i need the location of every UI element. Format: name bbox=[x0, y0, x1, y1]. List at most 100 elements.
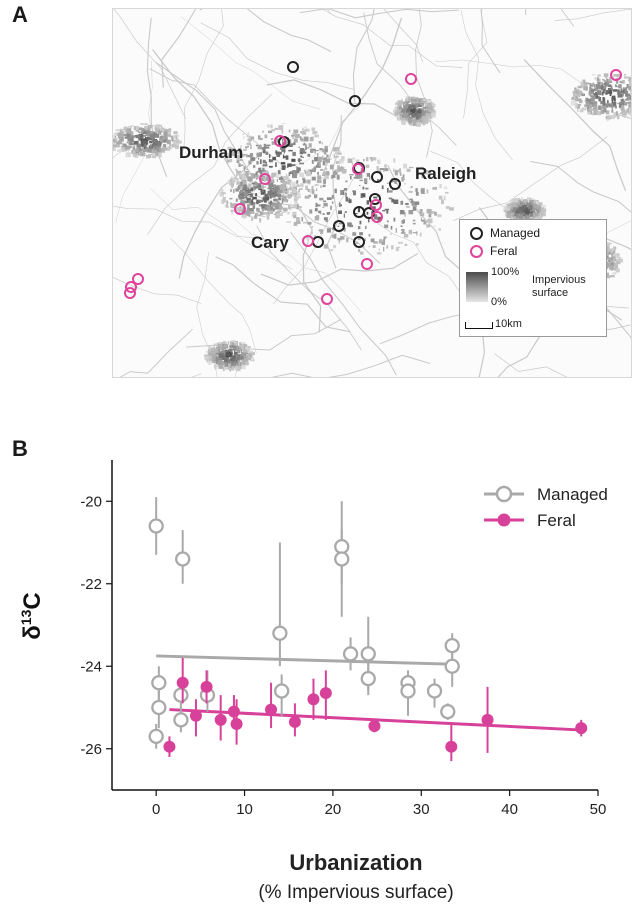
urban-patch bbox=[378, 239, 383, 244]
urban-patch bbox=[227, 146, 232, 150]
urban-patch bbox=[606, 262, 610, 268]
panel-b-letter: B bbox=[12, 436, 28, 461]
managed-data-point bbox=[151, 675, 167, 691]
urban-patch bbox=[271, 141, 277, 145]
urban-patch bbox=[357, 207, 360, 213]
urban-patch bbox=[414, 113, 416, 118]
urban-patch bbox=[147, 124, 153, 129]
urban-patch bbox=[525, 210, 530, 215]
urban-patch bbox=[410, 186, 413, 188]
urban-patch bbox=[323, 159, 326, 162]
urban-patch bbox=[297, 159, 302, 161]
urban-patch bbox=[395, 102, 400, 105]
feral-data-point bbox=[265, 703, 278, 716]
urban-patch bbox=[166, 134, 168, 138]
urban-patch bbox=[226, 200, 228, 204]
urban-patch bbox=[133, 145, 135, 149]
isotope-chart: 0 10 20 30 40 50 -20-22-24-26 Managed Feral δ… bbox=[18, 460, 608, 903]
urban-patch bbox=[536, 203, 539, 206]
urban-patch bbox=[406, 100, 410, 103]
urban-patch bbox=[614, 247, 617, 250]
urban-patch bbox=[250, 200, 254, 204]
urban-patch bbox=[604, 76, 608, 79]
urban-patch bbox=[309, 136, 313, 142]
urban-patch bbox=[605, 105, 610, 107]
road-segment bbox=[523, 59, 627, 192]
urban-patch bbox=[351, 162, 354, 166]
urban-patch bbox=[439, 183, 442, 189]
urban-patch bbox=[238, 196, 242, 200]
urban-patch bbox=[273, 198, 278, 202]
urban-patch bbox=[282, 194, 285, 199]
urban-patch bbox=[284, 211, 287, 213]
urban-patch bbox=[274, 128, 279, 130]
urban-patch bbox=[598, 97, 601, 102]
feral-series bbox=[163, 658, 588, 762]
urban-patch bbox=[296, 197, 299, 201]
urban-patch bbox=[242, 175, 247, 180]
urban-patch bbox=[586, 108, 589, 112]
road-segment bbox=[170, 237, 257, 354]
urban-patch bbox=[415, 104, 419, 108]
urban-patch bbox=[239, 190, 243, 194]
urban-patch bbox=[231, 340, 235, 343]
urban-patch bbox=[595, 95, 599, 98]
urban-patch bbox=[341, 156, 345, 161]
urban-patch bbox=[411, 101, 415, 106]
urban-patch bbox=[253, 174, 255, 179]
urban-patch bbox=[504, 213, 509, 215]
urban-patch bbox=[608, 257, 614, 261]
feral-site-marker bbox=[371, 211, 383, 223]
urban-patch bbox=[416, 119, 420, 124]
urban-patch bbox=[536, 200, 538, 206]
urban-patch bbox=[413, 103, 419, 105]
urban-patch bbox=[609, 90, 613, 94]
urban-patch bbox=[119, 128, 123, 130]
road-segment bbox=[525, 9, 527, 15]
urban-patch bbox=[377, 170, 382, 173]
urban-patch bbox=[251, 216, 253, 222]
feral-data-point bbox=[230, 718, 243, 730]
urban-patch bbox=[616, 74, 620, 78]
urban-patch bbox=[304, 128, 310, 132]
road-segment bbox=[260, 252, 419, 286]
urban-patch bbox=[410, 100, 412, 103]
urban-patch bbox=[140, 123, 145, 125]
urban-patch bbox=[605, 110, 610, 115]
urban-patch bbox=[249, 153, 254, 158]
urban-patch bbox=[426, 189, 429, 194]
urban-patch bbox=[315, 202, 318, 208]
urban-patch bbox=[229, 197, 233, 200]
urban-patch bbox=[420, 189, 424, 193]
urban-patch bbox=[401, 98, 403, 101]
urban-patch bbox=[613, 89, 618, 92]
urban-patch bbox=[302, 179, 306, 184]
urban-patch bbox=[276, 186, 280, 192]
urban-patch bbox=[214, 343, 216, 346]
urban-patch bbox=[607, 257, 611, 260]
urban-patch bbox=[233, 358, 238, 363]
urban-patch bbox=[282, 154, 285, 159]
urban-patch bbox=[318, 162, 321, 167]
urban-patch bbox=[262, 197, 265, 201]
urban-patch bbox=[253, 185, 255, 191]
urban-patch bbox=[385, 236, 388, 239]
urban-patch bbox=[412, 232, 418, 234]
urban-patch bbox=[148, 127, 150, 130]
urban-patch bbox=[408, 117, 414, 119]
urban-patch bbox=[320, 229, 324, 234]
urban-patch bbox=[276, 151, 282, 155]
urban-patch bbox=[232, 348, 237, 351]
urban-patch bbox=[207, 361, 212, 365]
urban-patch bbox=[139, 133, 143, 139]
urban-patch bbox=[219, 191, 224, 197]
urban-patch bbox=[144, 145, 147, 151]
urban-patch bbox=[151, 154, 157, 159]
urban-patch bbox=[376, 252, 382, 255]
road-segment bbox=[494, 353, 568, 377]
urban-patch bbox=[204, 356, 209, 359]
urban-patch bbox=[242, 349, 247, 352]
urban-patch bbox=[589, 88, 592, 90]
urban-patch bbox=[264, 134, 268, 139]
urban-patch bbox=[587, 112, 593, 115]
